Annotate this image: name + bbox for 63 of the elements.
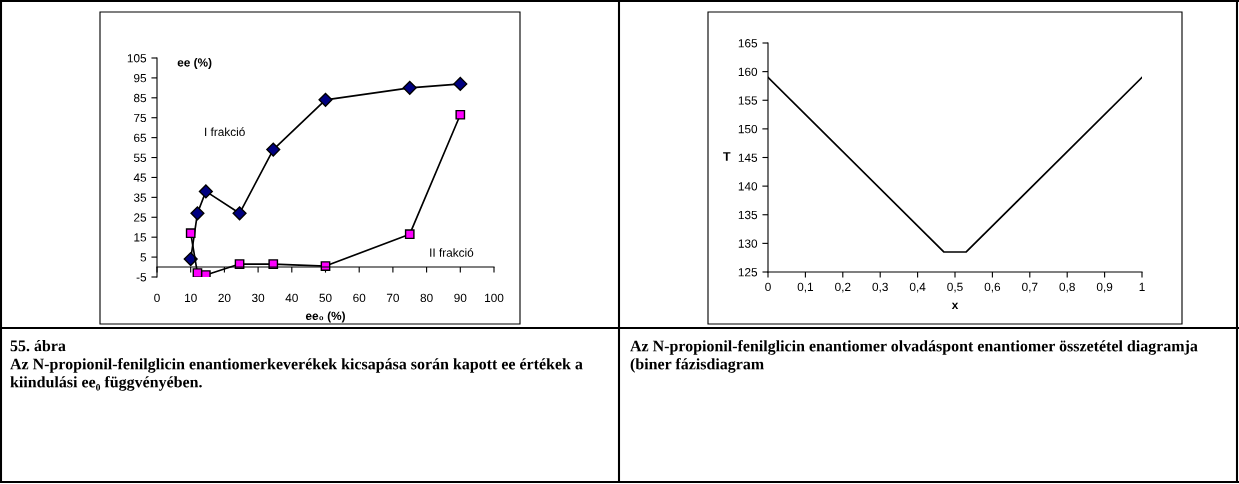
y-tick-label: 145 — [738, 153, 758, 162]
x-tick-label: 0 — [765, 282, 771, 292]
series-label: II frakció — [430, 248, 474, 257]
point — [198, 184, 213, 199]
y-tick-label: 155 — [738, 96, 758, 105]
y-tick-label: 135 — [738, 210, 758, 220]
y-axis-title: T — [723, 152, 731, 161]
text: I frakció — [205, 127, 245, 137]
point — [404, 229, 415, 240]
y-tick-label: 15 — [134, 233, 147, 242]
point — [190, 206, 205, 221]
y-tick-label: 55 — [133, 153, 147, 162]
x-tick-label: 100 — [485, 293, 504, 303]
y-tick-label: -5 — [136, 273, 147, 282]
x-tick-label: 0 — [154, 293, 160, 303]
x-tick-label: 80 — [420, 293, 433, 303]
x-tick-label: 0,9 — [1096, 282, 1113, 293]
point — [201, 270, 211, 277]
y-tick-label: 140 — [738, 182, 758, 191]
text: Az N-propionil-fenilglicin enantiomer olvadáspont enantiomer összetétel diagramja (biner fázisdiagram — [630, 340, 1198, 373]
y-tick-label: 75 — [134, 113, 147, 123]
x-tick-label: 70 — [386, 293, 399, 303]
x-tick-label: 1 — [1139, 282, 1145, 291]
y-tick-label: 35 — [133, 193, 147, 202]
x-tick-label: 90 — [454, 293, 467, 303]
y-tick-label: 25 — [134, 213, 147, 222]
y-tick-label: 165 — [738, 39, 758, 48]
point — [402, 80, 417, 95]
y-tick-label: 45 — [133, 173, 147, 182]
text: 55. ábra — [10, 339, 66, 352]
x-tick-label: 30 — [251, 293, 265, 303]
x-tick-label: 0,4 — [909, 282, 926, 293]
point — [185, 228, 196, 239]
y-tick-label: 95 — [134, 73, 147, 83]
x-axis-title: x — [951, 302, 959, 309]
x-tick-label: 20 — [218, 293, 231, 303]
y-tick-label: 105 — [127, 54, 147, 63]
x-tick-label: 0,8 — [1059, 282, 1075, 293]
y-tick-label: 130 — [738, 239, 758, 248]
x-tick-label: 0,3 — [872, 282, 888, 293]
y-tick-label: 160 — [738, 67, 758, 77]
x-tick-label: 10 — [185, 293, 197, 303]
x-tick-label: 40 — [285, 293, 298, 303]
y-tick-label: 125 — [738, 268, 758, 277]
point — [455, 109, 466, 120]
x-tick-label: 0,6 — [984, 282, 1001, 293]
y-tick-label: 65 — [134, 133, 147, 143]
x-tick-label: 60 — [353, 293, 366, 303]
y-tick-label: 5 — [140, 253, 147, 262]
point — [266, 142, 281, 157]
point — [232, 206, 247, 221]
x-tick-label: 50 — [319, 293, 332, 303]
text: Az N-propionil-fenilglicin enantiomerkeverékek kicsapása során kapott ee értékek a kiindulási ee₀ függvényében. — [10, 358, 583, 391]
point — [318, 92, 333, 107]
x-tick-label: 0,1 — [797, 282, 814, 293]
y-tick-label: 150 — [738, 124, 758, 134]
y-axis-title: ee (%) — [177, 58, 212, 69]
x-tick-label: 0,5 — [947, 282, 963, 293]
y-tick-label: 85 — [133, 93, 147, 103]
x-tick-label: 0,2 — [835, 282, 851, 293]
x-tick-label: 0,7 — [1022, 282, 1038, 293]
point — [453, 76, 468, 91]
x-axis-title: ee₀ (%) — [305, 311, 345, 323]
